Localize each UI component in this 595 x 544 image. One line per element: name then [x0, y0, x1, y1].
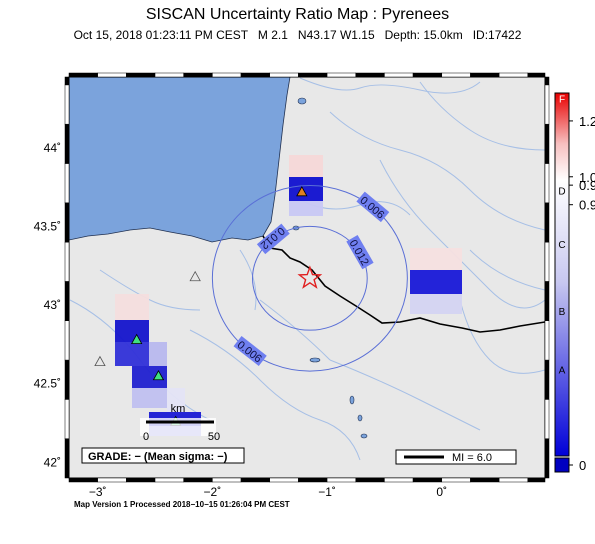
lon-tick-label: −2˚: [204, 485, 222, 499]
scale-unit: km: [171, 403, 186, 415]
grid-cell: [289, 201, 323, 216]
grid-cell: [289, 155, 323, 177]
grade-letter: C: [558, 240, 565, 251]
station-marker: [189, 270, 201, 282]
grid-cell: [410, 270, 462, 294]
grid-cell: [167, 388, 185, 412]
grid-cell: [115, 294, 149, 320]
lat-tick-label: 43.5˚: [34, 219, 61, 233]
colorbar-tick-label: 0.9: [579, 198, 595, 213]
axis-labels: −3˚ −2˚ −1˚ 0˚ 42˚ 42.5˚ 43˚ 43.5˚ 44˚: [34, 141, 447, 499]
station-marker: [130, 333, 143, 345]
lat-tick-label: 43˚: [44, 298, 61, 312]
map-title: SISCAN Uncertainty Ratio Map : Pyrenees: [145, 6, 450, 23]
lat-tick-label: 44˚: [44, 141, 61, 155]
colorbar-tick-label: 1.2: [579, 114, 595, 129]
epicenter-star: [297, 265, 323, 289]
processing-footer: Map Version 1 Processed 2018−10−15 01:26…: [74, 500, 290, 509]
grid-cell: [115, 342, 149, 366]
colorbar-tick-label: 0: [579, 458, 586, 473]
grade-box: GRADE: − (Mean sigma: −): [81, 447, 245, 464]
map-frame: [64, 72, 550, 483]
colorbar-gradient: [554, 92, 570, 457]
grid-cell: [149, 342, 167, 366]
station-marker: [152, 369, 165, 381]
grid-cell: [289, 177, 323, 201]
contour-line: [211, 185, 408, 372]
epicenter: [297, 265, 323, 289]
grid-cell: [410, 248, 462, 270]
grade-letter: F: [559, 95, 565, 106]
mi-legend: MI = 6.0: [395, 449, 517, 465]
mi-label: MI = 6.0: [452, 452, 492, 464]
grade-letter: D: [558, 187, 565, 198]
lon-tick-label: −1˚: [318, 485, 336, 499]
station-marker: [94, 355, 106, 367]
colorbar-zero-swatch: [554, 457, 570, 473]
lat-tick-label: 42.5˚: [34, 377, 61, 391]
grade-text: GRADE: − (Mean sigma: −): [88, 451, 228, 463]
scale-right-label: 50: [208, 431, 220, 443]
rivers: [69, 77, 545, 461]
station-marker: [296, 185, 308, 197]
lat-tick-label: 42˚: [44, 455, 61, 469]
grade-letter: B: [559, 307, 566, 318]
event-summary: Oct 15, 2018 01:23:11 PM CEST M 2.1 N43.…: [73, 28, 522, 42]
contour-line: [252, 225, 368, 331]
grid-cell: [115, 320, 149, 342]
lon-tick-label: 0˚: [436, 485, 447, 499]
scale-left-label: 0: [143, 431, 149, 443]
mediterranean-coast: [490, 430, 545, 478]
france-spain-border: [262, 235, 545, 333]
bay-of-biscay: [69, 77, 291, 243]
grid-cell: [410, 294, 462, 314]
grade-letter: A: [559, 365, 566, 376]
grid-cell: [132, 388, 167, 408]
scale-bar: km 0 50: [140, 403, 220, 443]
lon-tick-label: −3˚: [89, 485, 107, 499]
colorbar-tick-label: 0.9: [579, 178, 595, 193]
colorbar-tick-label: 1.0: [579, 170, 595, 185]
